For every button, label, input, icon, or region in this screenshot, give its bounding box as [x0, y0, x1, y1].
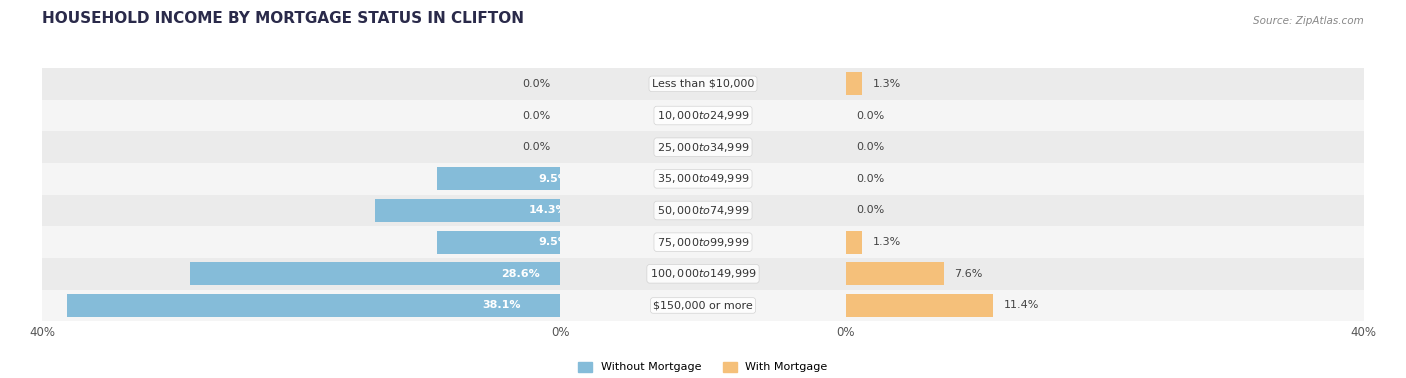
- Bar: [845, 73, 862, 95]
- Text: 7.6%: 7.6%: [955, 269, 983, 279]
- Text: 28.6%: 28.6%: [501, 269, 540, 279]
- Bar: [42, 258, 561, 290]
- Legend: Without Mortgage, With Mortgage: Without Mortgage, With Mortgage: [574, 357, 832, 377]
- Bar: [561, 163, 845, 195]
- Bar: [845, 290, 1364, 321]
- Text: 0.0%: 0.0%: [522, 142, 550, 152]
- Text: 1.3%: 1.3%: [873, 237, 901, 247]
- Text: 9.5%: 9.5%: [538, 237, 569, 247]
- Bar: [845, 226, 1364, 258]
- Bar: [561, 226, 845, 258]
- Text: 9.5%: 9.5%: [538, 174, 569, 184]
- Bar: [42, 163, 561, 195]
- Bar: [845, 231, 862, 254]
- Text: HOUSEHOLD INCOME BY MORTGAGE STATUS IN CLIFTON: HOUSEHOLD INCOME BY MORTGAGE STATUS IN C…: [42, 11, 524, 26]
- Text: $75,000 to $99,999: $75,000 to $99,999: [657, 235, 749, 249]
- Bar: [42, 195, 561, 226]
- Text: $10,000 to $24,999: $10,000 to $24,999: [657, 109, 749, 122]
- Text: 0.0%: 0.0%: [856, 110, 884, 121]
- Bar: [561, 100, 845, 132]
- Text: 0.0%: 0.0%: [856, 142, 884, 152]
- Bar: [437, 167, 561, 190]
- Bar: [845, 132, 1364, 163]
- Text: Less than $10,000: Less than $10,000: [652, 79, 754, 89]
- Text: 14.3%: 14.3%: [529, 206, 568, 215]
- Bar: [561, 195, 845, 226]
- Text: 0.0%: 0.0%: [522, 110, 550, 121]
- Text: 0.0%: 0.0%: [856, 174, 884, 184]
- Bar: [561, 258, 845, 290]
- Text: $150,000 or more: $150,000 or more: [654, 301, 752, 310]
- Text: 0.0%: 0.0%: [522, 79, 550, 89]
- Text: 11.4%: 11.4%: [1004, 301, 1039, 310]
- Bar: [845, 163, 1364, 195]
- Text: 38.1%: 38.1%: [482, 301, 522, 310]
- Bar: [375, 199, 561, 222]
- Text: $25,000 to $34,999: $25,000 to $34,999: [657, 141, 749, 154]
- Bar: [437, 231, 561, 254]
- Bar: [42, 290, 561, 321]
- Bar: [67, 294, 561, 317]
- Bar: [845, 100, 1364, 132]
- Text: $35,000 to $49,999: $35,000 to $49,999: [657, 172, 749, 185]
- Bar: [845, 195, 1364, 226]
- Bar: [845, 258, 1364, 290]
- Bar: [561, 290, 845, 321]
- Bar: [42, 132, 561, 163]
- Bar: [561, 132, 845, 163]
- Bar: [42, 226, 561, 258]
- Text: 0.0%: 0.0%: [856, 206, 884, 215]
- Text: Source: ZipAtlas.com: Source: ZipAtlas.com: [1253, 17, 1364, 26]
- Bar: [561, 68, 845, 100]
- Bar: [42, 100, 561, 132]
- Bar: [190, 262, 561, 285]
- Text: 1.3%: 1.3%: [873, 79, 901, 89]
- Bar: [845, 294, 993, 317]
- Bar: [42, 68, 561, 100]
- Text: $100,000 to $149,999: $100,000 to $149,999: [650, 267, 756, 280]
- Bar: [845, 262, 943, 285]
- Text: $50,000 to $74,999: $50,000 to $74,999: [657, 204, 749, 217]
- Bar: [845, 68, 1364, 100]
